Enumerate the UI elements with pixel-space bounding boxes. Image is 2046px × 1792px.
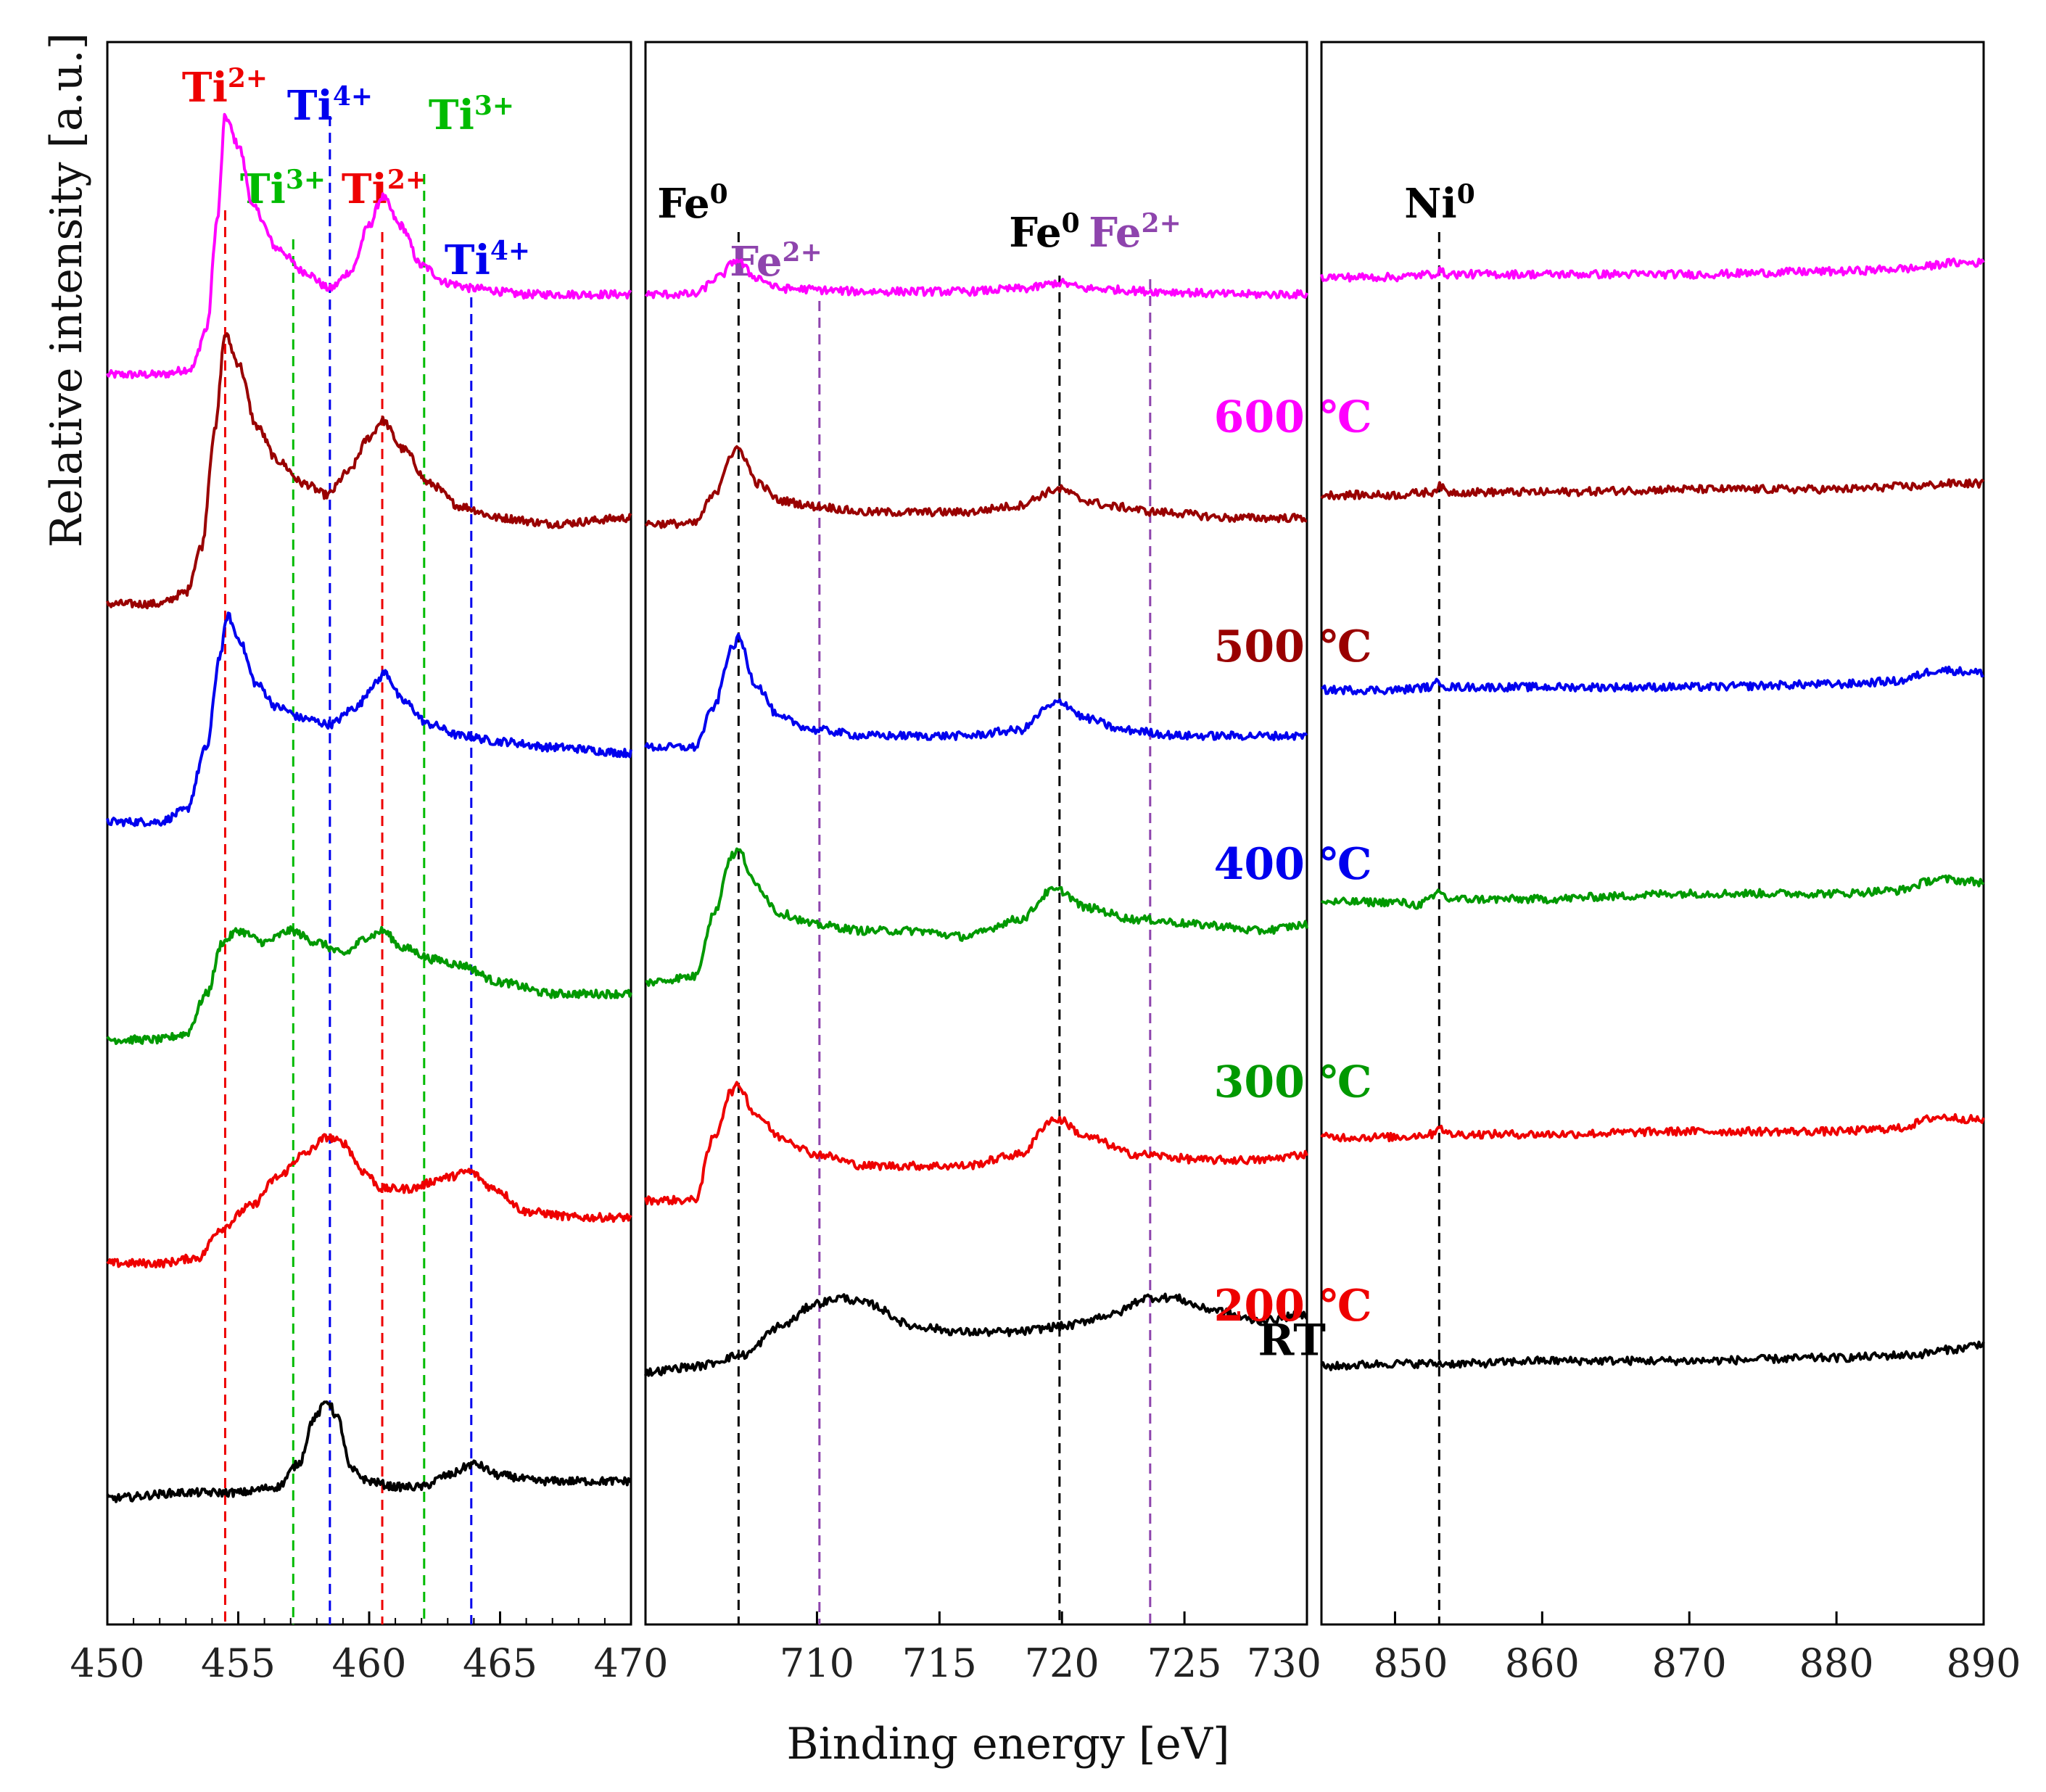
- x-tick-label: 715: [902, 1640, 977, 1686]
- peak-label-charge: 2+: [783, 237, 822, 268]
- x-tick-label: 455: [201, 1640, 276, 1686]
- series-line-RT: [1320, 1340, 1985, 1371]
- series-label: 200 ℃: [1214, 1281, 1372, 1331]
- peak-label: Ni0: [1404, 179, 1475, 228]
- peak-label-charge: 2+: [1142, 208, 1181, 239]
- peak-label: Ti4+: [445, 236, 530, 284]
- peak-label-charge: 4+: [333, 81, 373, 112]
- peak-label: Fe2+: [730, 237, 822, 286]
- x-tick-label: 465: [463, 1640, 537, 1686]
- panel-ni-2p: Ni0 850 860 870 880 890: [1320, 41, 2021, 1686]
- series-label: 500 ℃: [1214, 622, 1372, 672]
- series-line-500: [1320, 478, 1985, 500]
- plot-frame: [644, 41, 1308, 1626]
- peak-label-charge: 2+: [228, 63, 268, 94]
- peak-label-element: Fe: [1009, 209, 1061, 257]
- peak-label: Fe0: [1009, 208, 1079, 257]
- x-tick-label: 860: [1505, 1640, 1580, 1686]
- series-line-200: [644, 1081, 1308, 1206]
- peak-label-element: Fe: [657, 180, 709, 228]
- x-tick-label: 470: [593, 1640, 668, 1686]
- peak-label: Fe0: [657, 179, 727, 228]
- series-line-500: [106, 332, 632, 610]
- peak-label-charge: 2+: [387, 165, 427, 195]
- peak-label: Fe2+: [1089, 208, 1181, 257]
- peak-label-element: Fe: [1089, 209, 1141, 257]
- series-line-RT: [106, 1400, 632, 1503]
- x-tick-label: 850: [1373, 1640, 1448, 1686]
- peak-label: Ti2+: [182, 63, 268, 112]
- x-axis-title: Binding energy [eV]: [786, 1719, 1229, 1770]
- series-label: RT: [1258, 1315, 1326, 1366]
- peak-label: Ti3+: [429, 91, 514, 139]
- series-line-400: [106, 611, 632, 827]
- peak-label-element: Ti: [182, 64, 228, 112]
- plot-frame: [106, 41, 632, 1626]
- x-tick-label: 725: [1147, 1640, 1222, 1686]
- x-tick-label: 730: [1247, 1640, 1321, 1686]
- x-tick-label: 880: [1799, 1640, 1874, 1686]
- x-tick-label: 450: [70, 1640, 144, 1686]
- x-tick-label: 890: [1946, 1640, 2021, 1686]
- panel-ti-2p: Ti2+Ti3+Ti4+Ti2+Ti3+Ti4+450 455 460 465 470: [70, 41, 669, 1686]
- series-line-600: [106, 112, 632, 379]
- y-axis-title: Relative intensity [a.u.]: [41, 33, 92, 548]
- peak-label-element: Ti: [445, 236, 490, 284]
- peak-label-charge: 4+: [490, 236, 530, 266]
- series-line-300: [645, 847, 1308, 987]
- series-label: 600 ℃: [1214, 392, 1372, 443]
- series-line-400: [1321, 665, 1984, 695]
- peak-label-charge: 0: [710, 179, 728, 210]
- x-tick-label: 720: [1025, 1640, 1100, 1686]
- peak-label-element: Ti: [429, 91, 474, 139]
- peak-label: Ti3+: [240, 165, 326, 213]
- series-line-500: [644, 445, 1308, 529]
- x-tick-label: 870: [1652, 1640, 1727, 1686]
- series-label: 300 ℃: [1214, 1057, 1372, 1108]
- peak-label-element: Ti: [287, 82, 333, 130]
- series-label: 400 ℃: [1214, 839, 1372, 890]
- peak-label-charge: 3+: [286, 165, 326, 195]
- plot-frame: [1320, 41, 1985, 1626]
- series-line-200: [106, 1133, 632, 1269]
- series-line-600: [1320, 257, 1985, 283]
- peak-label-charge: 0: [1062, 208, 1080, 239]
- peak-label-charge: 0: [1457, 179, 1475, 210]
- series-line-200: [1320, 1112, 1985, 1143]
- x-tick-label: 710: [780, 1640, 854, 1686]
- x-tick-label: 460: [331, 1640, 406, 1686]
- series-line-300: [1320, 874, 1985, 910]
- peak-label-element: Ti: [342, 165, 387, 213]
- series-line-600: [644, 258, 1308, 300]
- panels-group: Ti2+Ti3+Ti4+Ti2+Ti3+Ti4+450 455 460 465 470F…: [70, 41, 2021, 1686]
- series-line-400: [644, 632, 1308, 752]
- peak-label: Ti2+: [342, 165, 427, 213]
- peak-label: Ti4+: [287, 81, 373, 130]
- series-line-300: [106, 925, 632, 1045]
- peak-label-element: Ni: [1404, 180, 1456, 228]
- peak-label-charge: 3+: [474, 91, 514, 121]
- series-line-RT: [644, 1292, 1308, 1377]
